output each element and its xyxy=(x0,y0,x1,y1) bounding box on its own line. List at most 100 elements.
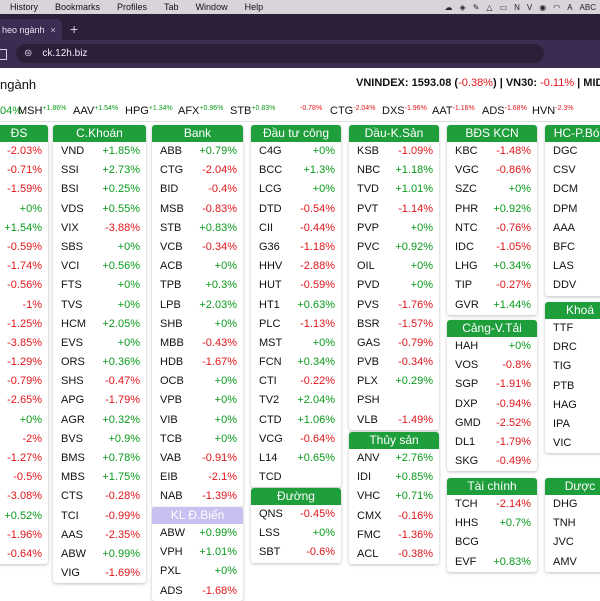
sector-header[interactable]: Dược xyxy=(545,478,600,495)
stock-row[interactable]: -2% xyxy=(0,430,48,449)
stock-row[interactable]: PLC -1.13% xyxy=(251,315,341,334)
stock-row[interactable]: FTS +0% xyxy=(53,276,146,295)
sector-header[interactable]: Tài chính xyxy=(447,478,537,495)
ticker-item[interactable]: HPG+1.34% xyxy=(125,105,173,117)
stock-row[interactable]: C4G +0% xyxy=(251,142,341,161)
stock-row[interactable]: TCD xyxy=(251,468,341,487)
stock-row[interactable]: L14 +0.65% xyxy=(251,449,341,468)
stock-row[interactable]: VDS +0.55% xyxy=(53,200,146,219)
stock-row[interactable]: OIL +0% xyxy=(349,257,439,276)
triangle-icon[interactable]: △ xyxy=(486,2,493,12)
stock-row[interactable]: -3.08% xyxy=(0,487,48,506)
stock-row[interactable]: HAG xyxy=(545,396,600,415)
stock-row[interactable]: PVC +0.92% xyxy=(349,238,439,257)
stock-row[interactable]: +0% xyxy=(0,411,48,430)
sector-header[interactable]: Cảng-V.Tải xyxy=(447,320,537,337)
stock-row[interactable]: VIC xyxy=(545,434,600,453)
active-tab[interactable]: heo ngành × xyxy=(0,19,62,40)
ticker-item[interactable]: 04% xyxy=(0,105,22,117)
stock-row[interactable]: BCG xyxy=(447,533,537,552)
keyboard-icon[interactable]: A xyxy=(567,2,573,12)
stock-row[interactable]: VCI +0.56% xyxy=(53,257,146,276)
stock-row[interactable]: ADS -1.68% xyxy=(152,582,243,601)
stock-row[interactable]: TVD +1.01% xyxy=(349,180,439,199)
sector-header[interactable]: Dầu-K.Sản xyxy=(349,125,439,142)
stock-row[interactable]: VCB -0.34% xyxy=(152,238,243,257)
stock-row[interactable]: VHC +0.71% xyxy=(349,487,439,506)
stock-row[interactable]: MST +0% xyxy=(251,334,341,353)
menu-window[interactable]: Window xyxy=(195,2,228,12)
menu-tab[interactable]: Tab xyxy=(164,2,179,12)
stock-row[interactable]: DRC xyxy=(545,338,600,357)
sector-header[interactable]: Đầu tư công xyxy=(251,125,341,142)
stock-row[interactable]: DL1 -1.79% xyxy=(447,433,537,452)
sector-header[interactable]: Đường xyxy=(251,488,341,505)
stock-row[interactable]: DPM xyxy=(545,200,600,219)
stock-row[interactable]: QNS -0.45% xyxy=(251,505,341,524)
stock-row[interactable]: TVS +0% xyxy=(53,296,146,315)
stock-row[interactable]: SHB +0% xyxy=(152,315,243,334)
stock-row[interactable]: ABW +0.99% xyxy=(152,524,243,543)
stock-row[interactable]: VAB -0.91% xyxy=(152,449,243,468)
sector-header[interactable]: ĐS xyxy=(0,125,48,142)
stock-row[interactable]: AGR +0.32% xyxy=(53,411,146,430)
stock-row[interactable]: DGC xyxy=(545,142,600,161)
stock-row[interactable]: VPB +0% xyxy=(152,391,243,410)
stock-row[interactable]: -0.79% xyxy=(0,372,48,391)
stock-row[interactable]: SBT -0.6% xyxy=(251,543,341,562)
sector-header[interactable]: Bank xyxy=(152,125,243,142)
stock-row[interactable]: -1.96% xyxy=(0,526,48,545)
stock-row[interactable]: PVP +0% xyxy=(349,219,439,238)
stock-row[interactable]: VIB +0% xyxy=(152,411,243,430)
stock-row[interactable]: -3.85% xyxy=(0,334,48,353)
ticker-item[interactable]: -0.78% xyxy=(300,105,322,117)
sidebar-icon[interactable] xyxy=(0,49,7,60)
menu-profiles[interactable]: Profiles xyxy=(117,2,148,12)
stock-row[interactable]: G36 -1.18% xyxy=(251,238,341,257)
stock-row[interactable]: CSV xyxy=(545,161,600,180)
stock-row[interactable]: BSR -1.57% xyxy=(349,315,439,334)
stock-row[interactable]: PVT -1.14% xyxy=(349,200,439,219)
stock-row[interactable]: VPH +1.01% xyxy=(152,543,243,562)
stock-row[interactable]: TV2 +2.04% xyxy=(251,391,341,410)
stock-row[interactable]: ABB +0.79% xyxy=(152,142,243,161)
stock-row[interactable]: VND +1.85% xyxy=(53,142,146,161)
stock-row[interactable]: PXL +0% xyxy=(152,562,243,581)
stock-row[interactable]: +0.52% xyxy=(0,507,48,526)
stock-row[interactable]: CII -0.44% xyxy=(251,219,341,238)
stock-row[interactable]: VLB -1.49% xyxy=(349,411,439,430)
stock-row[interactable]: -0.64% xyxy=(0,545,48,564)
pen-icon[interactable]: ✎ xyxy=(472,2,480,12)
stock-row[interactable]: VOS -0.8% xyxy=(447,356,537,375)
close-tab-icon[interactable]: × xyxy=(50,24,56,35)
stock-row[interactable]: SZC +0% xyxy=(447,180,537,199)
stock-row[interactable]: VIG -1.69% xyxy=(53,564,146,583)
stock-row[interactable]: FCN +0.34% xyxy=(251,353,341,372)
stock-row[interactable]: SGP -1.91% xyxy=(447,375,537,394)
stock-row[interactable]: NBC +1.18% xyxy=(349,161,439,180)
stock-row[interactable]: HDB -1.67% xyxy=(152,353,243,372)
stock-row[interactable]: -1.59% xyxy=(0,180,48,199)
stock-row[interactable]: HUT -0.59% xyxy=(251,276,341,295)
stock-row[interactable]: SKG -0.49% xyxy=(447,452,537,471)
stock-row[interactable]: AAS -2.35% xyxy=(53,526,146,545)
ticker-item[interactable]: HVN-2.3% xyxy=(532,105,574,117)
stock-row[interactable]: LSS +0% xyxy=(251,524,341,543)
stock-row[interactable]: TIG xyxy=(545,357,600,376)
stock-row[interactable]: ACB +0% xyxy=(152,257,243,276)
stock-row[interactable]: MBS +1.75% xyxy=(53,468,146,487)
stock-row[interactable]: PVS -1.76% xyxy=(349,296,439,315)
ticker-item[interactable]: CTG-2.04% xyxy=(330,105,375,117)
stock-row[interactable]: -1% xyxy=(0,296,48,315)
stock-row[interactable]: IPA xyxy=(545,415,600,434)
stock-row[interactable]: BMS +0.78% xyxy=(53,449,146,468)
stock-row[interactable]: BSI +0.25% xyxy=(53,180,146,199)
sector-header[interactable]: BĐS KCN xyxy=(447,125,537,142)
stock-row[interactable]: MBB -0.43% xyxy=(152,334,243,353)
stock-row[interactable]: TNH xyxy=(545,514,600,533)
stock-row[interactable]: MSB -0.83% xyxy=(152,200,243,219)
menu-bookmarks[interactable]: Bookmarks xyxy=(55,2,101,12)
stock-row[interactable]: EVF +0.83% xyxy=(447,553,537,572)
stock-row[interactable]: NTC -0.76% xyxy=(447,219,537,238)
stock-row[interactable]: HAH +0% xyxy=(447,337,537,356)
